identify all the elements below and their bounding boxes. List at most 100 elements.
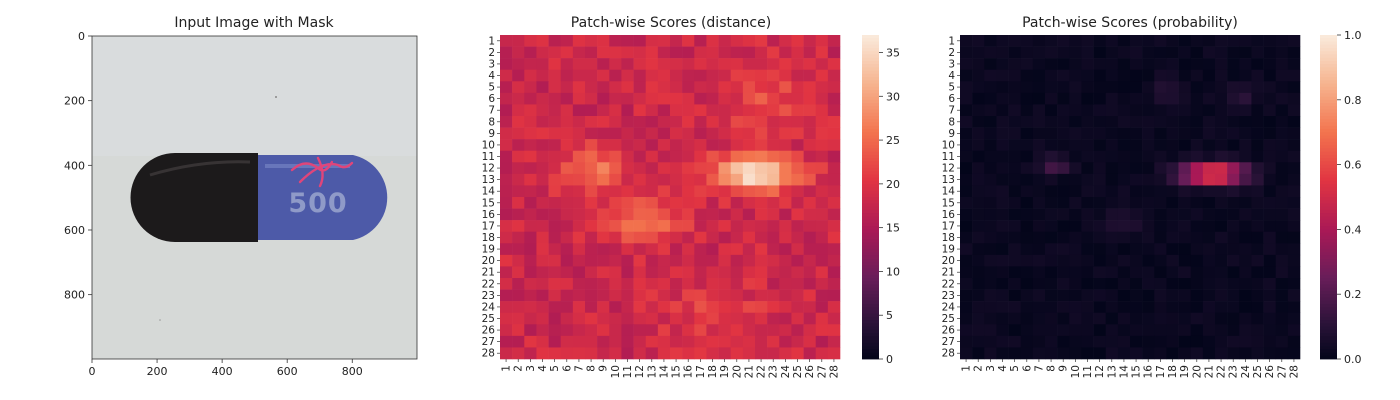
heatmap-cell bbox=[657, 69, 671, 82]
colorbar-segment bbox=[862, 352, 879, 357]
heatmap-cell bbox=[1069, 347, 1082, 360]
heatmap-cell bbox=[755, 162, 768, 175]
heatmap-cell bbox=[572, 231, 586, 244]
colorbar-segment bbox=[1320, 297, 1337, 302]
heatmap-cell bbox=[1032, 81, 1046, 94]
colorbar-segment bbox=[862, 320, 879, 324]
heatmap-cell bbox=[1117, 347, 1131, 360]
col-label: 25 bbox=[1252, 365, 1264, 378]
heatmap-cell bbox=[1275, 139, 1289, 152]
heatmap-cell bbox=[512, 81, 525, 94]
heatmap-cell bbox=[972, 139, 985, 152]
heatmap-cell bbox=[536, 266, 549, 279]
heatmap-cell bbox=[1263, 150, 1277, 163]
row-label: 14 bbox=[482, 186, 496, 198]
heatmap-cell bbox=[1069, 324, 1082, 337]
heatmap-cell bbox=[779, 335, 792, 348]
heatmap-cell bbox=[1081, 185, 1094, 198]
colorbar-tick-label: 35 bbox=[886, 47, 900, 60]
heatmap-cell bbox=[1287, 127, 1301, 140]
heatmap-cell bbox=[1117, 46, 1131, 59]
heatmap-cell bbox=[706, 197, 719, 209]
heatmap-cell bbox=[1117, 58, 1131, 71]
heatmap-cell bbox=[524, 81, 537, 94]
heatmap-cell bbox=[548, 116, 562, 128]
heatmap-cell bbox=[1166, 220, 1179, 233]
heatmap-cell bbox=[560, 301, 574, 314]
heatmap-cell bbox=[536, 289, 549, 302]
heatmap-cell bbox=[706, 139, 719, 152]
heatmap-cell bbox=[597, 208, 610, 221]
speck bbox=[275, 96, 277, 98]
heatmap-cell bbox=[960, 312, 973, 325]
heatmap-cell bbox=[512, 335, 525, 348]
heatmap-cell bbox=[657, 301, 671, 314]
heatmap-cell bbox=[1215, 46, 1228, 59]
heatmap-cell bbox=[1069, 116, 1082, 128]
heatmap-cell bbox=[512, 278, 525, 290]
heatmap-cell bbox=[548, 335, 562, 348]
heatmap-cell bbox=[827, 220, 841, 233]
heatmap-cell bbox=[718, 301, 732, 314]
heatmap-cell bbox=[1202, 324, 1216, 337]
heatmap-cell bbox=[682, 185, 695, 198]
heatmap-cell bbox=[1215, 347, 1228, 360]
heatmap-cell bbox=[500, 185, 513, 198]
colorbar-segment bbox=[1320, 258, 1337, 263]
heatmap-cell bbox=[585, 208, 598, 221]
heatmap-cell bbox=[1045, 231, 1058, 244]
row-label: 10 bbox=[942, 139, 955, 151]
colorbar-tick-label: 10 bbox=[886, 265, 900, 278]
heatmap-cell bbox=[1190, 127, 1204, 140]
heatmap-cell bbox=[791, 127, 804, 140]
heatmap-cell bbox=[1251, 46, 1264, 59]
heatmap-cell bbox=[657, 127, 671, 140]
heatmap-cell bbox=[1081, 127, 1094, 140]
heatmap-cell bbox=[1178, 335, 1192, 348]
heatmap-cell bbox=[1069, 266, 1082, 279]
y-tick-label: 800 bbox=[64, 289, 85, 302]
heatmap-cell bbox=[1287, 335, 1301, 348]
heatmap-cell bbox=[1008, 324, 1022, 337]
heatmap-cell bbox=[657, 197, 671, 209]
col-label: 27 bbox=[816, 365, 828, 378]
colorbar-segment bbox=[862, 278, 879, 282]
heatmap-cell bbox=[779, 173, 792, 186]
heatmap-cell bbox=[1130, 266, 1143, 279]
heatmap-cell bbox=[1020, 254, 1034, 267]
heatmap-cell bbox=[984, 69, 997, 82]
heatmap-cell bbox=[755, 301, 768, 314]
heatmap-cell bbox=[1190, 220, 1204, 233]
heatmap-cell bbox=[1215, 116, 1228, 128]
heatmap-cell bbox=[960, 162, 973, 175]
heatmap-cell bbox=[767, 92, 780, 105]
heatmap-cell bbox=[1045, 127, 1058, 140]
heatmap-cell bbox=[984, 335, 997, 348]
heatmap-cell bbox=[1251, 278, 1264, 290]
heatmap-cell bbox=[730, 197, 744, 209]
heatmap-cell bbox=[742, 173, 756, 186]
heatmap-cell bbox=[1117, 220, 1131, 233]
heatmap-cell bbox=[1263, 173, 1277, 186]
heatmap-cell bbox=[670, 197, 683, 209]
heatmap-cell bbox=[984, 289, 997, 302]
heatmap-cell bbox=[972, 243, 985, 256]
heatmap-cell bbox=[1057, 301, 1070, 314]
heatmap-cell bbox=[1239, 35, 1252, 47]
heatmap-cell bbox=[1142, 69, 1155, 82]
image-background-top-shade bbox=[92, 36, 417, 156]
heatmap-cell bbox=[803, 81, 817, 94]
heatmap-cell bbox=[1130, 197, 1143, 209]
heatmap-cell bbox=[1263, 278, 1277, 290]
heatmap-cell bbox=[536, 301, 549, 314]
heatmap-cell bbox=[1227, 231, 1240, 244]
colorbar-segment bbox=[862, 197, 879, 201]
heatmap-cell bbox=[730, 46, 744, 59]
colorbar-segment bbox=[1320, 232, 1337, 237]
heatmap-cell bbox=[585, 81, 598, 94]
colorbar-segment bbox=[862, 54, 879, 59]
heatmap-cell bbox=[1008, 243, 1022, 256]
heatmap-cell bbox=[1142, 185, 1155, 198]
heatmap-cell bbox=[645, 173, 659, 186]
heatmap-cell bbox=[694, 92, 707, 105]
